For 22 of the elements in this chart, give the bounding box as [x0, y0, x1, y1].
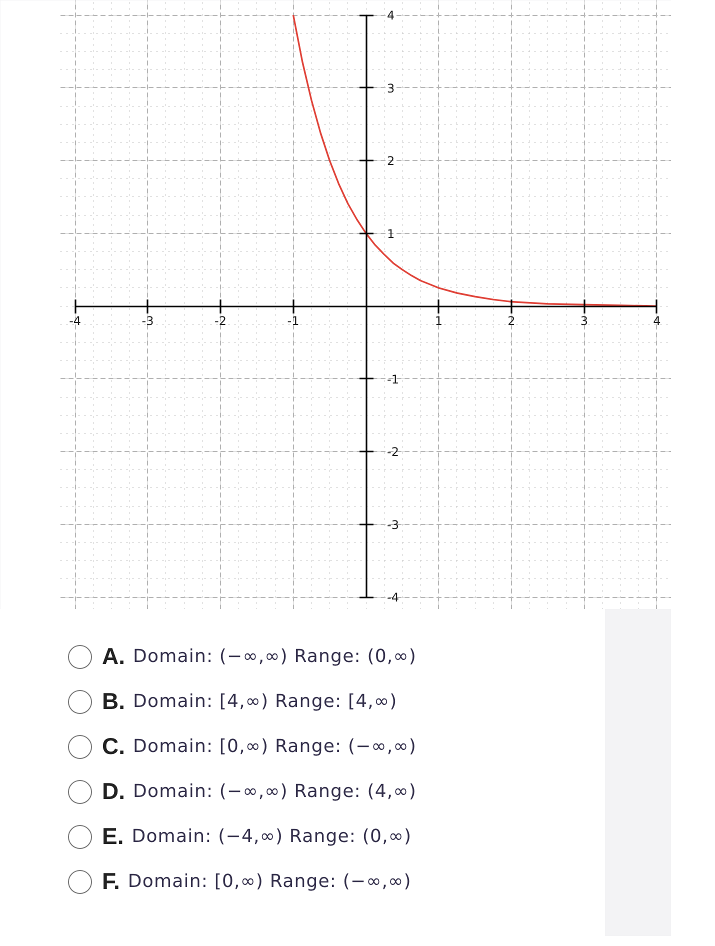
x-tick-label: 2 [508, 314, 516, 328]
text: C. Domain: [0,∞) Range: (−∞,∞) [102, 732, 416, 762]
y-tick-label: 3 [387, 81, 395, 96]
x-tick-label: 3 [580, 314, 588, 328]
y-tick-label: 4 [387, 8, 395, 23]
x-tick-label: -1 [287, 314, 300, 328]
y-tick-label: -1 [387, 372, 399, 386]
x-tick-label: 1 [434, 314, 443, 328]
y-tick-label: -4 [387, 590, 399, 605]
x-tick-label: 4 [653, 314, 661, 328]
text: D. Domain: (−∞,∞) Range: (4,∞) [102, 777, 416, 806]
text: F. Domain: [0,∞) Range: (−∞,∞) [102, 867, 412, 896]
x-tick-label: -4 [69, 314, 82, 328]
y-tick-label: 1 [387, 226, 395, 241]
x-tick-label: -3 [142, 314, 154, 328]
y-tick-label: -2 [387, 445, 399, 460]
text: E. Domain: (−4,∞) Range: (0,∞) [102, 822, 412, 852]
y-tick-label: 2 [387, 154, 395, 168]
text: A. Domain: (−∞,∞) Range: (0,∞) [102, 642, 416, 672]
y-tick-label: -3 [387, 518, 399, 532]
x-tick-label: -2 [214, 314, 227, 328]
text: B. Domain: [4,∞) Range: [4,∞) [102, 687, 398, 716]
